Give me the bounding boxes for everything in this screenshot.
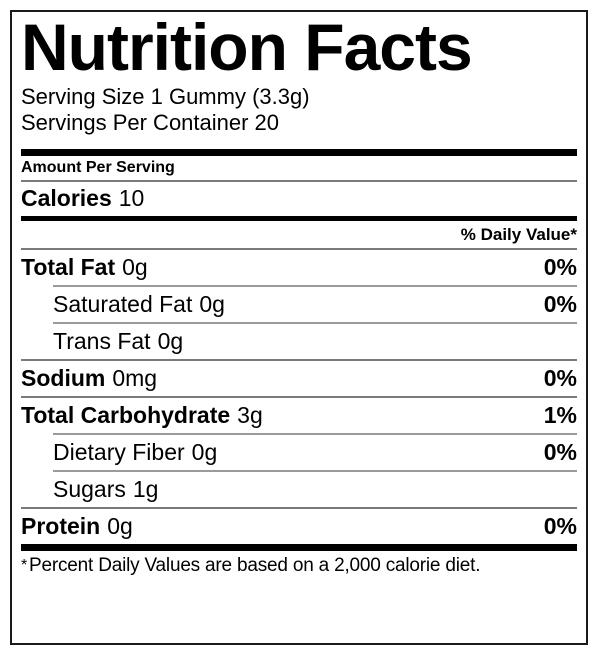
nutrient-amount: 0g [122, 253, 148, 280]
daily-value-header-row: % Daily Value* [21, 221, 577, 248]
nutrient-name: Trans Fat [53, 327, 151, 354]
nutrient-left-group: Saturated Fat 0g [53, 291, 225, 318]
daily-value-header-label: % Daily Value* [460, 224, 577, 244]
nutrition-facts-label: Nutrition Facts Serving Size 1 Gummy (3.… [10, 10, 588, 645]
divider-above-sodium [21, 358, 577, 361]
divider-above-total-fat [21, 247, 577, 250]
nutrient-daily-value: 0% [543, 438, 577, 465]
nutrient-amount: 0g [157, 327, 184, 354]
divider-above-trans-fat [53, 321, 577, 324]
calories-row: Calories 10 [21, 182, 577, 216]
page-title: Nutrition Facts [21, 10, 473, 84]
divider-above-dietary-fiber [53, 432, 577, 435]
nutrient-daily-value: 0% [543, 364, 577, 391]
footnote: * Percent Daily Values are based on a 2,0… [21, 551, 577, 577]
footnote-text: Percent Daily Values are based on a 2,00… [29, 554, 481, 576]
divider-above-saturated-fat [53, 284, 577, 287]
nutrient-amount: 1g [132, 475, 159, 502]
divider-thick-bottom [21, 543, 577, 551]
calories-value: 10 [118, 184, 145, 211]
calories-label: Calories [21, 184, 112, 211]
amount-per-serving-row: Amount Per Serving [21, 156, 577, 180]
nutrient-daily-value: 0% [543, 290, 577, 317]
nutrient-name: Total Carbohydrate [21, 401, 231, 428]
nutrient-amount: 0g [107, 512, 133, 539]
divider-below-calories [21, 215, 577, 221]
nutrient-amount: 0mg [112, 364, 158, 391]
nutrient-row-dietary-fiber: Dietary Fiber 0g 0% [21, 435, 577, 470]
divider-thick-top [21, 148, 577, 156]
footnote-asterisk: * [21, 556, 28, 574]
divider-above-protein [21, 506, 577, 509]
nutrient-left-group: Total Fat 0g [21, 254, 148, 281]
divider-above-total-carbohydrate [21, 395, 577, 398]
nutrient-daily-value: 1% [543, 401, 577, 428]
divider-above-calories [21, 179, 577, 182]
nutrient-row-sugars: Sugars 1g [21, 472, 577, 507]
nutrient-left-group: Protein 0g [21, 513, 133, 540]
nutrient-left-group: Trans Fat 0g [53, 328, 183, 355]
nutrient-amount: 3g [237, 401, 263, 428]
nutrient-row-trans-fat: Trans Fat 0g [21, 324, 577, 359]
nutrient-daily-value: 0% [543, 253, 577, 280]
serving-info-block: Serving Size 1 Gummy (3.3g) Servings Per… [21, 84, 577, 135]
nutrient-row-total-carbohydrate: Total Carbohydrate 3g 1% [21, 398, 577, 433]
nutrient-left-group: Sugars 1g [53, 476, 158, 503]
serving-size-text: Serving Size 1 Gummy (3.3g) [21, 84, 310, 110]
spacer-above-amount [21, 136, 577, 149]
nutrient-daily-value: 0% [543, 512, 577, 539]
nutrient-name: Saturated Fat [53, 290, 193, 317]
nutrient-left-group: Total Carbohydrate 3g [21, 402, 263, 429]
nutrient-row-total-fat: Total Fat 0g 0% [21, 250, 577, 285]
nutrient-amount: 0g [191, 438, 218, 465]
servings-per-container-text: Servings Per Container 20 [21, 110, 280, 136]
nutrient-row-saturated-fat: Saturated Fat 0g 0% [21, 287, 577, 322]
nutrient-name: Protein [21, 512, 101, 539]
label-inner: Nutrition Facts Serving Size 1 Gummy (3.… [12, 10, 586, 643]
nutrient-row-sodium: Sodium 0mg 0% [21, 361, 577, 396]
nutrient-row-protein: Protein 0g 0% [21, 509, 577, 544]
calories-left-group: Calories 10 [21, 185, 144, 212]
nutrient-name: Total Fat [21, 253, 116, 280]
nutrient-left-group: Dietary Fiber 0g [53, 439, 217, 466]
nutrient-amount: 0g [199, 290, 225, 317]
amount-per-serving-label: Amount Per Serving [21, 158, 175, 176]
nutrient-name: Sodium [21, 364, 106, 391]
nutrient-left-group: Sodium 0mg [21, 365, 157, 392]
divider-above-sugars [53, 469, 577, 472]
nutrient-name: Dietary Fiber [53, 438, 185, 465]
nutrient-name: Sugars [53, 475, 126, 502]
